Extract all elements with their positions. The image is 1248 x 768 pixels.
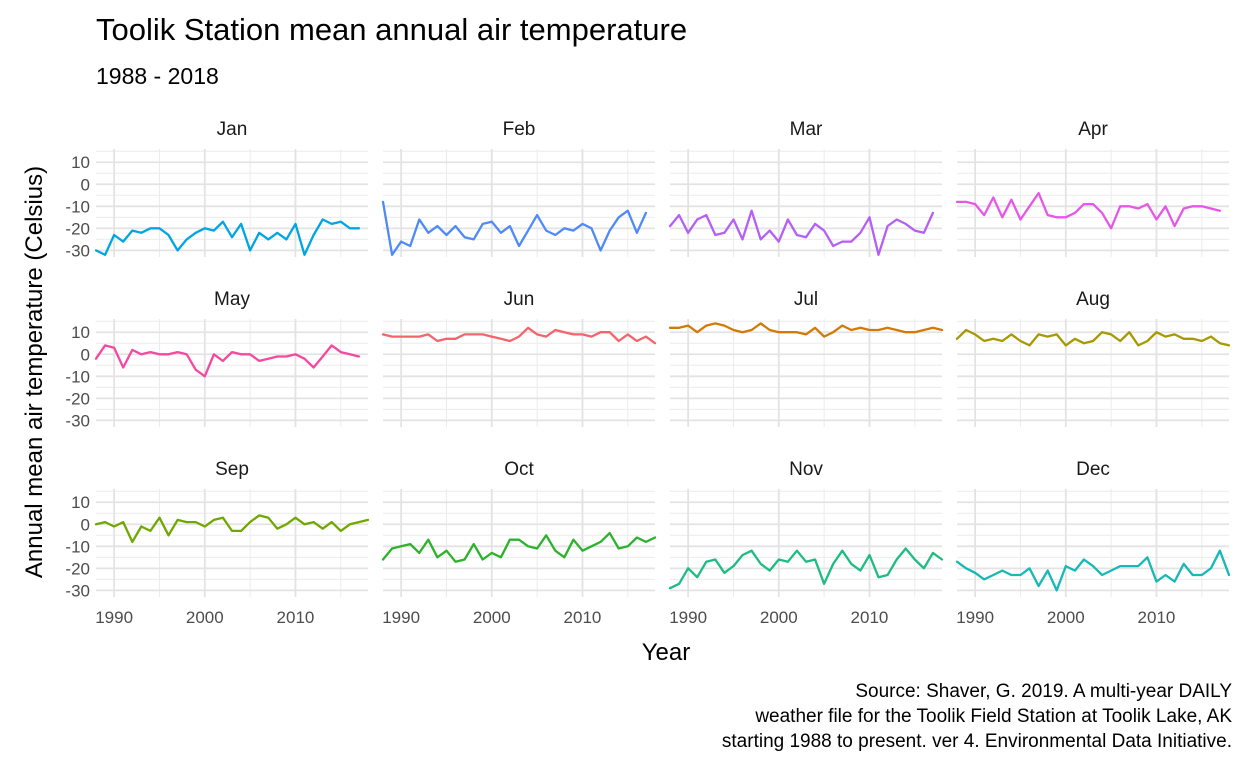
panel-strip-label: Feb bbox=[503, 119, 536, 140]
panel-dec: Dec 1990 2000 2010 bbox=[955, 459, 1231, 627]
panel-strip-label: Oct bbox=[504, 459, 534, 480]
series-line-may bbox=[94, 344, 361, 378]
y-tick-label: 10 bbox=[71, 323, 90, 342]
series-line-dec bbox=[955, 549, 1231, 592]
series-line-mar bbox=[668, 209, 935, 256]
y-tick-label: 10 bbox=[71, 493, 90, 512]
chart-title: Toolik Station mean annual air temperatu… bbox=[96, 12, 687, 47]
x-tick-label: 2000 bbox=[760, 608, 798, 627]
y-tick-label: -20 bbox=[65, 559, 90, 578]
y-axis-title: Annual mean air temperature (Celsius) bbox=[21, 166, 48, 578]
panel-oct: Oct 1990 2000 2010 bbox=[381, 459, 657, 627]
panel-strip-label: Sep bbox=[215, 459, 249, 480]
y-tick-label: -30 bbox=[65, 581, 90, 600]
series-line-jun bbox=[381, 326, 657, 345]
series-line-feb bbox=[381, 200, 648, 256]
y-tick-label: 0 bbox=[81, 345, 90, 364]
x-tick-label: 2010 bbox=[277, 608, 315, 627]
panel-jun: Jun bbox=[381, 289, 657, 427]
x-tick-label: 1990 bbox=[669, 608, 707, 627]
panel-strip-label: Apr bbox=[1078, 119, 1108, 140]
panel-may: May 10 0 -10 -20 -30 bbox=[65, 289, 368, 430]
panel-mar: Mar bbox=[668, 119, 942, 257]
chart-subtitle: 1988 - 2018 bbox=[96, 63, 219, 89]
x-tick-label: 2010 bbox=[1138, 608, 1176, 627]
panel-strip-label: Jul bbox=[794, 289, 818, 310]
y-tick-label: -10 bbox=[65, 367, 90, 386]
x-axis-title: Year bbox=[642, 639, 691, 666]
y-tick-label: 0 bbox=[81, 515, 90, 534]
y-tick-label: 0 bbox=[81, 175, 90, 194]
y-tick-label: -10 bbox=[65, 537, 90, 556]
x-tick-label: 2010 bbox=[564, 608, 602, 627]
y-tick-label: -30 bbox=[65, 241, 90, 260]
series-line-jan bbox=[94, 218, 361, 256]
y-tick-label: -10 bbox=[65, 197, 90, 216]
panel-strip-label: Jun bbox=[504, 289, 535, 310]
x-tick-label: 1990 bbox=[956, 608, 994, 627]
series-line-aug bbox=[955, 328, 1231, 347]
caption-line-2: weather file for the Toolik Field Statio… bbox=[754, 706, 1232, 727]
series-line-apr bbox=[955, 191, 1222, 230]
x-tick-label: 2000 bbox=[186, 608, 224, 627]
panel-jan: Jan 10 0 -10 -20 -30 bbox=[65, 119, 368, 260]
series-line-nov bbox=[668, 547, 944, 590]
x-tick-label: 1990 bbox=[95, 608, 133, 627]
panel-strip-label: Nov bbox=[789, 459, 823, 480]
x-tick-label: 2010 bbox=[851, 608, 889, 627]
panel-strip-label: Aug bbox=[1076, 289, 1110, 310]
panel-nov: Nov 1990 2000 2010 bbox=[668, 459, 944, 627]
x-tick-label: 1990 bbox=[382, 608, 420, 627]
caption-line-3: starting 1988 to present. ver 4. Environ… bbox=[722, 731, 1232, 752]
panel-strip-label: Jan bbox=[217, 119, 248, 140]
panel-strip-label: May bbox=[214, 289, 250, 310]
panel-sep: Sep 10 0 -10 -20 -30 1990 2000 2010 bbox=[65, 459, 370, 627]
panel-feb: Feb bbox=[381, 119, 655, 257]
y-tick-label: -30 bbox=[65, 411, 90, 430]
caption-line-1: Source: Shaver, G. 2019. A multi-year DA… bbox=[855, 681, 1232, 702]
panel-strip-label: Dec bbox=[1076, 459, 1110, 480]
panel-apr: Apr bbox=[955, 119, 1229, 257]
panel-strip-label: Mar bbox=[790, 119, 823, 140]
y-tick-label: -20 bbox=[65, 389, 90, 408]
x-tick-label: 2000 bbox=[473, 608, 511, 627]
panel-jul: Jul bbox=[668, 289, 944, 427]
series-line-oct bbox=[381, 531, 657, 563]
y-tick-label: -20 bbox=[65, 219, 90, 238]
y-tick-label: 10 bbox=[71, 153, 90, 172]
series-line-jul bbox=[668, 322, 944, 338]
panel-aug: Aug bbox=[955, 289, 1231, 427]
series-line-sep bbox=[94, 514, 370, 544]
x-tick-label: 2000 bbox=[1047, 608, 1085, 627]
